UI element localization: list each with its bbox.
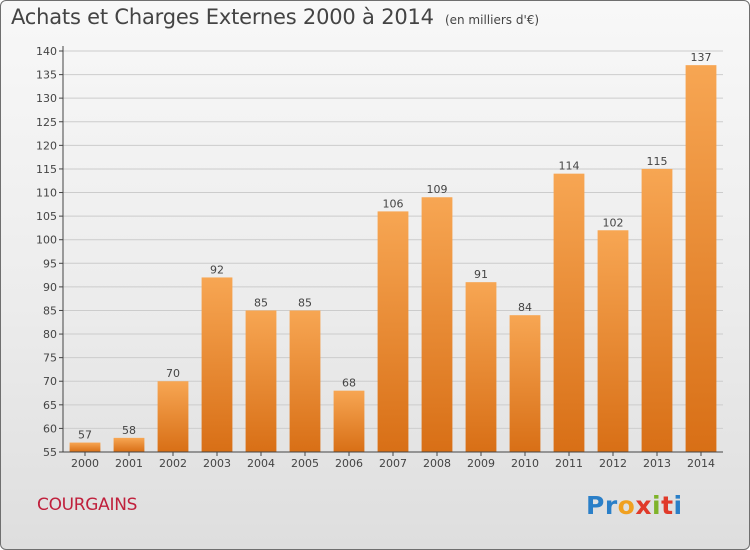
bar-2003 — [201, 277, 233, 452]
proxiti-logo: Proxiti — [586, 491, 683, 520]
bar-2010 — [509, 315, 541, 452]
y-tick-label: 100 — [36, 234, 57, 247]
y-tick-label: 120 — [36, 139, 57, 152]
y-tick-label: 115 — [36, 163, 57, 176]
x-tick-label: 2006 — [335, 457, 363, 470]
x-tick-label: 2013 — [643, 457, 671, 470]
x-tick-label: 2002 — [159, 457, 187, 470]
y-tick-label: 55 — [43, 446, 57, 459]
y-tick-label: 110 — [36, 187, 57, 200]
logo-letter: P — [586, 491, 605, 520]
x-tick-label: 2011 — [555, 457, 583, 470]
y-tick-label: 130 — [36, 92, 57, 105]
x-tick-label: 2014 — [687, 457, 715, 470]
bar-2013 — [641, 168, 673, 453]
bar-value-label: 57 — [78, 429, 92, 442]
x-tick-label: 2008 — [423, 457, 451, 470]
y-tick-label: 95 — [43, 257, 57, 270]
bars — [69, 65, 717, 453]
bar-value-label: 137 — [691, 51, 712, 64]
bar-2007 — [377, 211, 409, 452]
bar-value-label: 84 — [518, 301, 532, 314]
bar-value-label: 114 — [559, 160, 580, 173]
place-name: COURGAINS — [37, 495, 138, 515]
bar-value-label: 85 — [254, 296, 268, 309]
y-tick-label: 85 — [43, 304, 57, 317]
bar-value-label: 106 — [383, 197, 404, 210]
bar-2008 — [421, 197, 453, 452]
y-tick-label: 70 — [43, 375, 57, 388]
x-tick-label: 2000 — [71, 457, 99, 470]
y-tick-label: 60 — [43, 422, 57, 435]
x-tick-label: 2007 — [379, 457, 407, 470]
y-tick-label: 105 — [36, 210, 57, 223]
logo-letter: x — [635, 491, 652, 520]
bar-2009 — [465, 282, 497, 452]
x-tick-label: 2012 — [599, 457, 627, 470]
bar-value-label: 115 — [647, 155, 668, 168]
y-tick-label: 80 — [43, 328, 57, 341]
bar-2014 — [685, 65, 717, 452]
logo-letter: i — [652, 491, 662, 520]
logo-letter: t — [661, 491, 674, 520]
title-row: Achats et Charges Externes 2000 à 2014 (… — [11, 5, 539, 29]
bar-value-label: 91 — [474, 268, 488, 281]
bar-2011 — [553, 173, 585, 453]
bar-value-label: 109 — [427, 183, 448, 196]
bar-value-label: 102 — [603, 216, 624, 229]
y-tick-label: 90 — [43, 281, 57, 294]
y-tick-label: 135 — [36, 69, 57, 82]
x-tick-label: 2009 — [467, 457, 495, 470]
x-tick-label: 2004 — [247, 457, 275, 470]
bar-value-label: 58 — [122, 424, 136, 437]
labels: 55 60 65 70 75 80 85 90 95 100 105 110 115 120 125 130 1… — [36, 45, 715, 470]
y-tick-label: 75 — [43, 352, 57, 365]
y-tick-label: 140 — [36, 45, 57, 58]
y-tick-label: 125 — [36, 116, 57, 129]
bar-2002 — [157, 381, 189, 452]
bar-2004 — [245, 310, 277, 452]
logo-letter: i — [673, 491, 683, 520]
x-tick-label: 2003 — [203, 457, 231, 470]
x-tick-label: 2005 — [291, 457, 319, 470]
bar-value-label: 70 — [166, 367, 180, 380]
bar-2006 — [333, 390, 365, 452]
bar-2012 — [597, 230, 629, 452]
bar-value-label: 85 — [298, 296, 312, 309]
chart-title: Achats et Charges Externes 2000 à 2014 — [11, 5, 434, 29]
bar-2000 — [69, 442, 101, 452]
chart-unit: (en milliers d'€) — [444, 13, 540, 27]
logo-letter: r — [604, 491, 618, 520]
logo-letter: o — [617, 491, 636, 520]
x-tick-label: 2010 — [511, 457, 539, 470]
x-tick-label: 2001 — [115, 457, 143, 470]
bar-value-label: 68 — [342, 377, 356, 390]
y-tick-label: 65 — [43, 399, 57, 412]
bar-2005 — [289, 310, 321, 452]
axes — [59, 46, 723, 456]
bar-2001 — [113, 437, 145, 452]
bar-value-label: 92 — [210, 263, 224, 276]
